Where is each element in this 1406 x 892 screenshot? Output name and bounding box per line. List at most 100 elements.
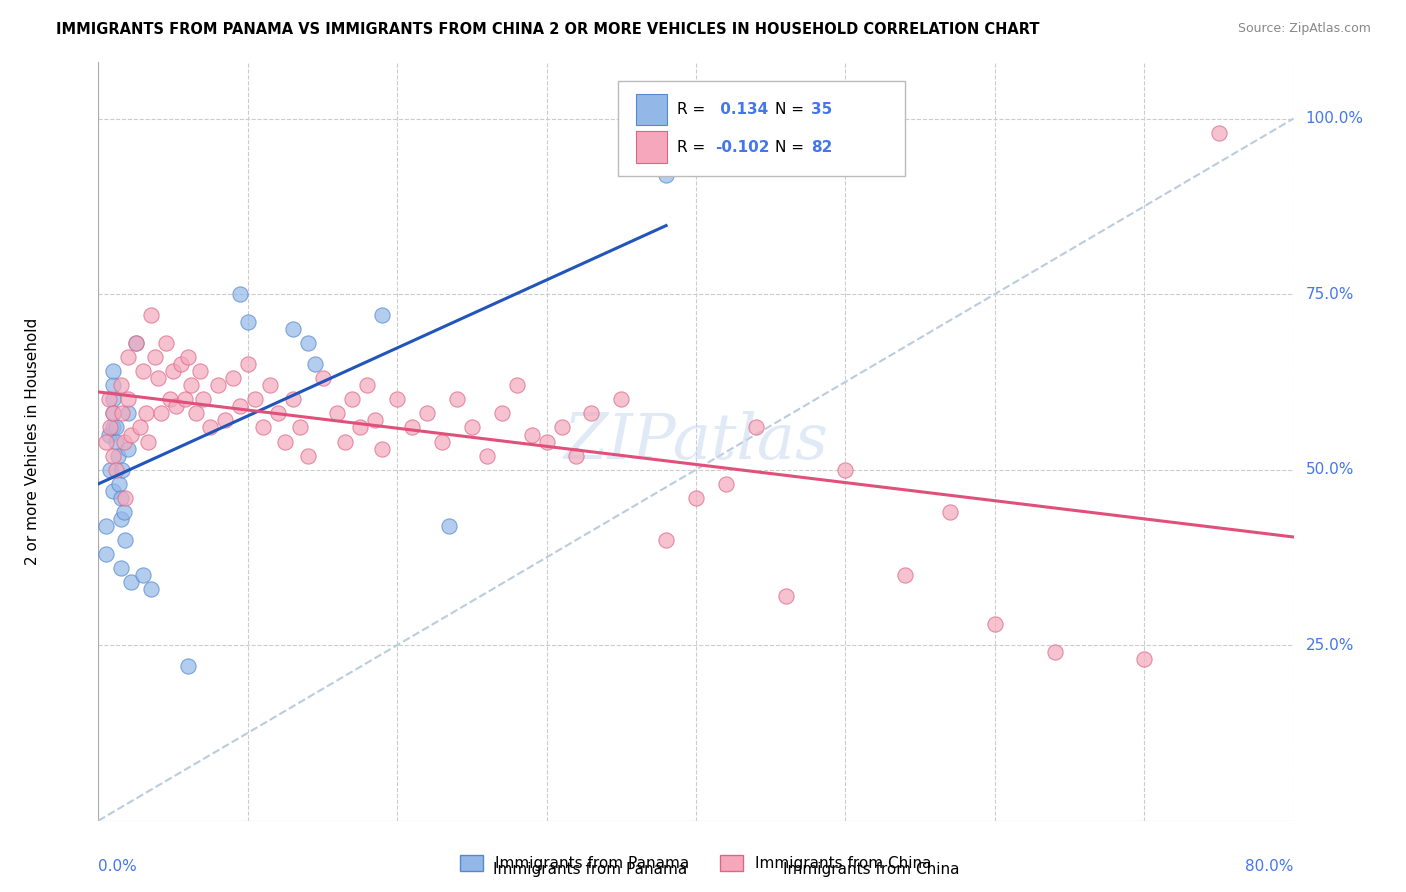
Point [97, 392, 120, 407]
Point [103, 420, 125, 434]
Point [108, 476, 131, 491]
Point [135, 407, 157, 421]
Point [110, 512, 132, 526]
Point [581, 407, 603, 421]
Point [222, 371, 245, 385]
Point [984, 617, 1007, 632]
Point [371, 308, 394, 322]
Point [297, 336, 319, 351]
Point [297, 449, 319, 463]
FancyBboxPatch shape [637, 131, 668, 163]
Point [236, 315, 259, 329]
Text: 0.0%: 0.0% [98, 859, 138, 874]
Point [98, 462, 122, 476]
Point [214, 413, 236, 427]
Point [1208, 126, 1230, 140]
Point [207, 378, 229, 392]
Point [834, 462, 856, 476]
Point [520, 427, 543, 442]
Point [125, 336, 148, 351]
Point [114, 533, 136, 547]
Point [311, 371, 333, 385]
Point [94, 518, 117, 533]
Point [685, 491, 707, 505]
Text: 75.0%: 75.0% [1306, 286, 1354, 301]
Point [132, 568, 155, 582]
Point [98, 420, 122, 434]
Point [461, 420, 484, 434]
Point [342, 392, 364, 407]
Point [894, 568, 917, 582]
Text: IMMIGRANTS FROM PANAMA VS IMMIGRANTS FROM CHINA 2 OR MORE VEHICLES IN HOUSEHOLD : IMMIGRANTS FROM PANAMA VS IMMIGRANTS FRO… [56, 22, 1040, 37]
Point [129, 420, 152, 434]
Point [136, 434, 159, 449]
Point [259, 378, 281, 392]
Point [117, 407, 139, 421]
Point [655, 168, 678, 182]
Point [184, 407, 207, 421]
Text: 25.0%: 25.0% [1306, 638, 1354, 653]
Point [94, 434, 117, 449]
Point [1043, 645, 1066, 659]
Point [385, 392, 409, 407]
Point [281, 392, 304, 407]
FancyBboxPatch shape [637, 94, 668, 126]
Point [326, 407, 349, 421]
Point [117, 442, 139, 456]
Point [333, 434, 356, 449]
Text: R =: R = [676, 102, 710, 117]
Point [430, 434, 453, 449]
Point [745, 420, 768, 434]
Point [111, 407, 134, 421]
Point [188, 364, 211, 378]
Point [125, 336, 148, 351]
FancyBboxPatch shape [619, 81, 905, 177]
Text: 2 or more Vehicles in Household: 2 or more Vehicles in Household [25, 318, 41, 566]
Point [117, 392, 139, 407]
Legend: Immigrants from Panama, Immigrants from China: Immigrants from Panama, Immigrants from … [454, 849, 938, 878]
Text: -0.102: -0.102 [716, 140, 769, 155]
Point [274, 434, 297, 449]
Point [491, 407, 513, 421]
Point [103, 407, 125, 421]
Point [610, 392, 633, 407]
Point [114, 491, 136, 505]
Text: 0.134: 0.134 [716, 102, 768, 117]
Point [439, 518, 461, 533]
Point [139, 308, 162, 322]
Text: Immigrants from China: Immigrants from China [783, 863, 960, 877]
Point [506, 378, 529, 392]
Point [236, 357, 259, 371]
Text: 50.0%: 50.0% [1306, 462, 1354, 477]
Point [103, 364, 125, 378]
Point [180, 378, 202, 392]
Point [252, 420, 274, 434]
Point [550, 420, 572, 434]
Point [191, 392, 214, 407]
Text: R =: R = [676, 140, 710, 155]
Point [416, 407, 439, 421]
Point [103, 483, 125, 498]
Point [364, 413, 387, 427]
Point [132, 364, 155, 378]
Point [148, 371, 170, 385]
Point [107, 449, 129, 463]
Point [655, 533, 678, 547]
Point [536, 434, 558, 449]
Point [103, 449, 125, 463]
Point [143, 351, 166, 365]
Point [112, 505, 135, 519]
Point [159, 392, 181, 407]
Point [356, 378, 378, 392]
Point [229, 287, 252, 301]
Point [105, 420, 128, 434]
Point [103, 392, 125, 407]
Point [139, 582, 162, 596]
Point [117, 351, 139, 365]
Point [371, 442, 394, 456]
Point [475, 449, 498, 463]
Point [105, 462, 128, 476]
Point [714, 476, 737, 491]
Point [110, 378, 132, 392]
Point [1133, 652, 1156, 666]
